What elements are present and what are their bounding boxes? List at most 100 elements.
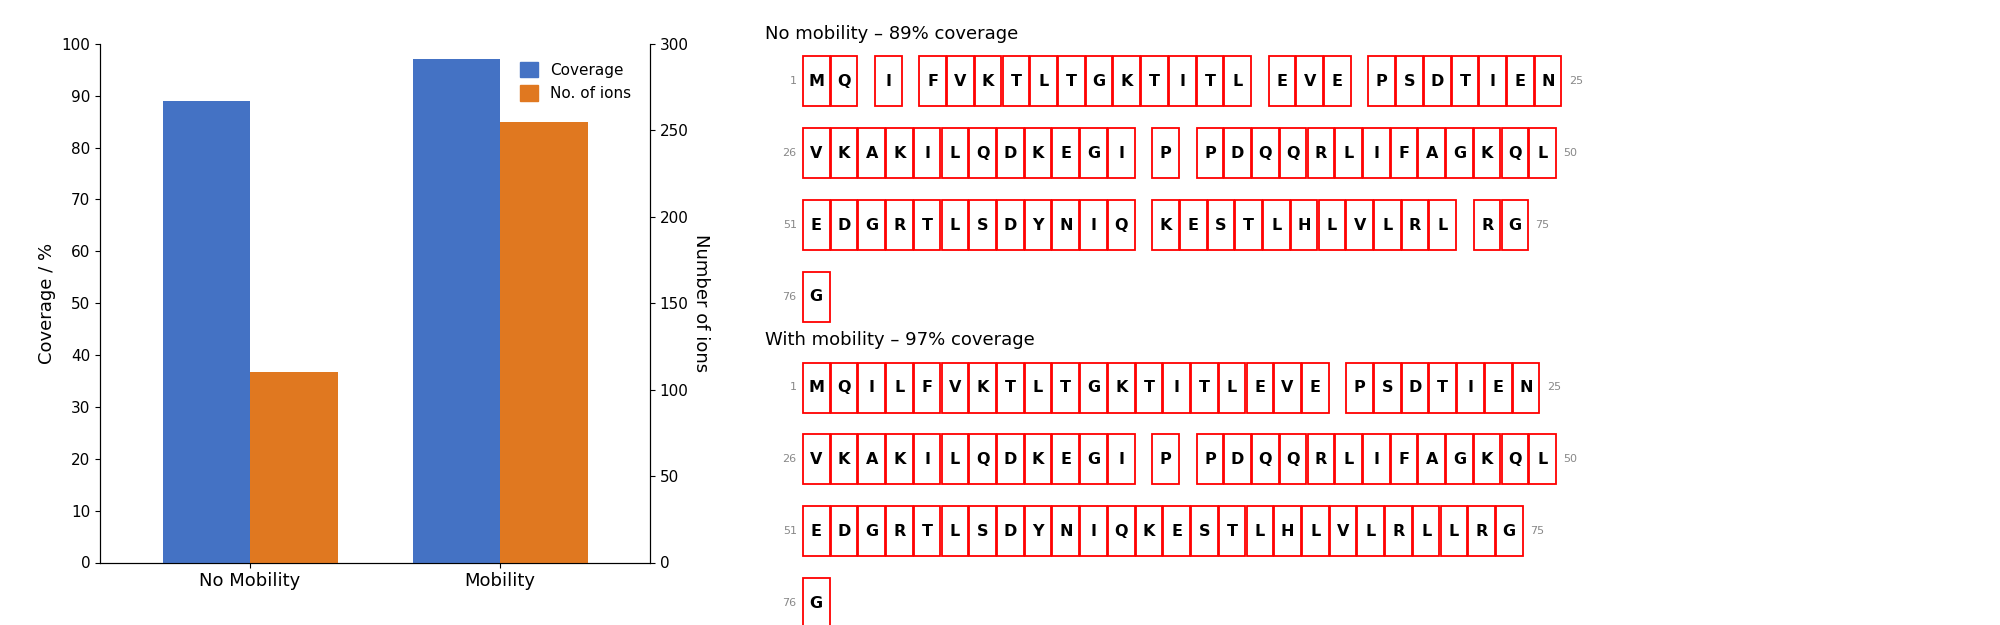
Text: I: I bbox=[868, 380, 874, 395]
Text: I: I bbox=[1490, 74, 1496, 89]
Text: V: V bbox=[1354, 217, 1366, 232]
Text: L: L bbox=[950, 146, 960, 161]
Text: V: V bbox=[810, 146, 822, 161]
Text: G: G bbox=[1508, 217, 1522, 232]
Text: T: T bbox=[922, 217, 932, 232]
Text: V: V bbox=[948, 380, 962, 395]
Text: F: F bbox=[1398, 452, 1410, 467]
Bar bbox=[412, 59, 500, 562]
Text: T: T bbox=[1004, 380, 1016, 395]
Text: Q: Q bbox=[838, 380, 850, 395]
Text: I: I bbox=[924, 146, 930, 161]
Text: D: D bbox=[1004, 217, 1018, 232]
Text: D: D bbox=[838, 217, 850, 232]
Text: L: L bbox=[1254, 524, 1264, 539]
Text: Q: Q bbox=[1114, 524, 1128, 539]
Text: Y: Y bbox=[1032, 217, 1044, 232]
Text: 26: 26 bbox=[782, 148, 796, 158]
Text: 75: 75 bbox=[1530, 526, 1544, 536]
Text: D: D bbox=[1004, 524, 1018, 539]
Text: L: L bbox=[1382, 217, 1392, 232]
Text: A: A bbox=[866, 452, 878, 467]
Text: E: E bbox=[810, 524, 822, 539]
Text: I: I bbox=[1180, 74, 1186, 89]
Text: T: T bbox=[1204, 74, 1216, 89]
Text: No mobility – 89% coverage: No mobility – 89% coverage bbox=[766, 25, 1018, 43]
Text: E: E bbox=[1276, 74, 1288, 89]
Text: G: G bbox=[1092, 74, 1106, 89]
Text: V: V bbox=[1304, 74, 1316, 89]
Text: T: T bbox=[1460, 74, 1470, 89]
Text: G: G bbox=[866, 217, 878, 232]
Text: Q: Q bbox=[1114, 217, 1128, 232]
Text: 25: 25 bbox=[1546, 382, 1560, 392]
Text: E: E bbox=[1254, 380, 1266, 395]
Text: K: K bbox=[1116, 380, 1128, 395]
Text: Q: Q bbox=[976, 452, 990, 467]
Text: N: N bbox=[1542, 74, 1554, 89]
Text: N: N bbox=[1060, 217, 1072, 232]
Text: L: L bbox=[1538, 452, 1548, 467]
Text: With mobility – 97% coverage: With mobility – 97% coverage bbox=[766, 331, 1034, 349]
Text: K: K bbox=[1480, 452, 1494, 467]
Text: 51: 51 bbox=[782, 220, 796, 230]
Text: D: D bbox=[1004, 452, 1018, 467]
Text: T: T bbox=[1148, 74, 1160, 89]
Text: I: I bbox=[924, 452, 930, 467]
Text: Q: Q bbox=[1258, 452, 1272, 467]
Text: M: M bbox=[808, 380, 824, 395]
Text: R: R bbox=[894, 217, 906, 232]
Text: 50: 50 bbox=[1564, 454, 1578, 464]
Text: P: P bbox=[1160, 146, 1172, 161]
Text: L: L bbox=[1344, 452, 1354, 467]
Legend: Coverage, No. of ions: Coverage, No. of ions bbox=[520, 62, 632, 101]
Text: K: K bbox=[1480, 146, 1494, 161]
Text: E: E bbox=[1188, 217, 1198, 232]
Text: I: I bbox=[886, 74, 892, 89]
Text: 25: 25 bbox=[1568, 76, 1582, 86]
Text: M: M bbox=[808, 74, 824, 89]
Text: G: G bbox=[1452, 146, 1466, 161]
Text: K: K bbox=[1032, 146, 1044, 161]
Text: Q: Q bbox=[1258, 146, 1272, 161]
Text: E: E bbox=[1172, 524, 1182, 539]
Text: K: K bbox=[1142, 524, 1156, 539]
Text: I: I bbox=[1374, 146, 1380, 161]
Text: R: R bbox=[1392, 524, 1404, 539]
Text: L: L bbox=[1366, 524, 1376, 539]
Text: S: S bbox=[1198, 524, 1210, 539]
Text: P: P bbox=[1204, 146, 1216, 161]
Text: L: L bbox=[1326, 217, 1338, 232]
Text: G: G bbox=[1086, 380, 1100, 395]
Text: E: E bbox=[1492, 380, 1504, 395]
Text: E: E bbox=[1332, 74, 1342, 89]
Text: A: A bbox=[1426, 452, 1438, 467]
Text: L: L bbox=[1310, 524, 1320, 539]
Text: I: I bbox=[1468, 380, 1474, 395]
Text: 1: 1 bbox=[790, 382, 796, 392]
Text: E: E bbox=[1060, 146, 1072, 161]
Text: G: G bbox=[810, 596, 822, 611]
Text: L: L bbox=[950, 524, 960, 539]
Text: Q: Q bbox=[1508, 146, 1522, 161]
Text: T: T bbox=[922, 524, 932, 539]
Text: G: G bbox=[1502, 524, 1516, 539]
Text: I: I bbox=[1118, 146, 1124, 161]
Text: L: L bbox=[1226, 380, 1238, 395]
Text: Y: Y bbox=[1032, 524, 1044, 539]
Text: K: K bbox=[1120, 74, 1132, 89]
Text: T: T bbox=[1066, 74, 1076, 89]
Text: L: L bbox=[1038, 74, 1048, 89]
Text: D: D bbox=[1230, 146, 1244, 161]
Text: Q: Q bbox=[838, 74, 850, 89]
Text: 51: 51 bbox=[782, 526, 796, 536]
Text: K: K bbox=[838, 452, 850, 467]
Text: I: I bbox=[1374, 452, 1380, 467]
Text: R: R bbox=[894, 524, 906, 539]
Text: K: K bbox=[838, 146, 850, 161]
Text: 26: 26 bbox=[782, 454, 796, 464]
Text: K: K bbox=[894, 452, 906, 467]
Text: F: F bbox=[922, 380, 932, 395]
Text: R: R bbox=[1314, 146, 1326, 161]
Text: F: F bbox=[1398, 146, 1410, 161]
